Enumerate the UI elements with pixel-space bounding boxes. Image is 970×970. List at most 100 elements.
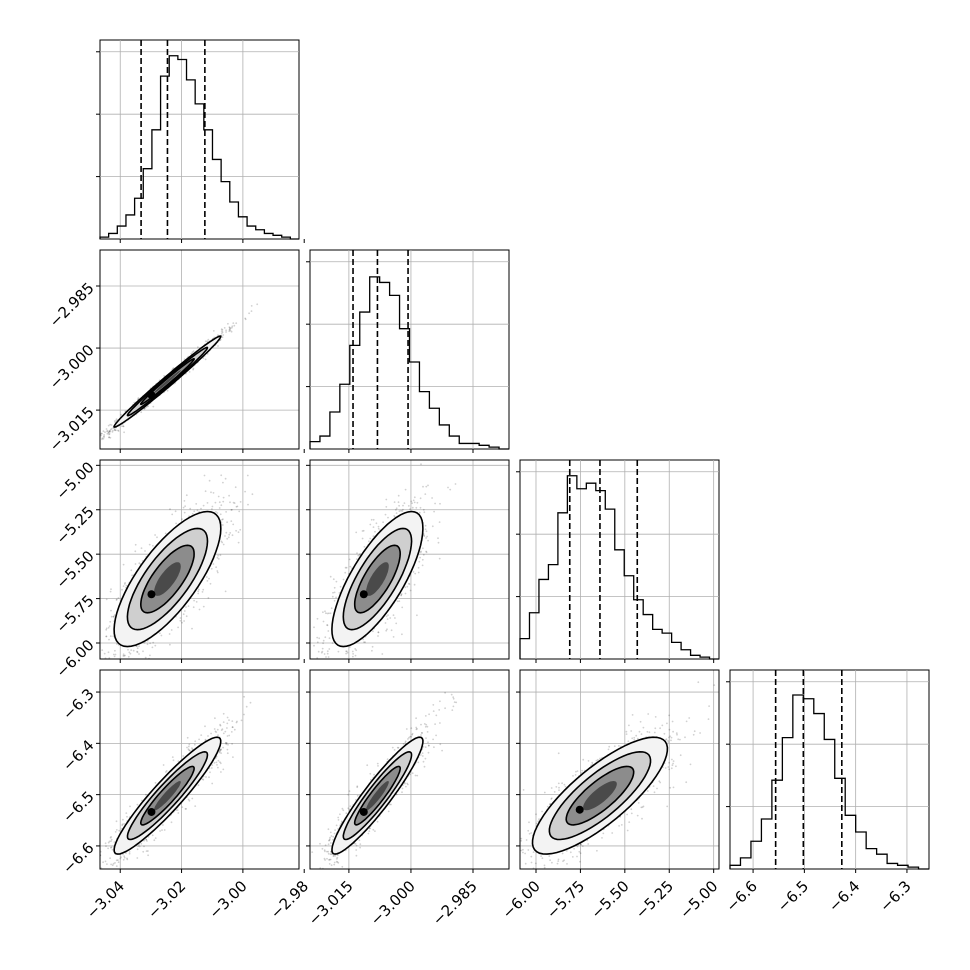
- scatter-point: [136, 651, 139, 654]
- scatter-point: [449, 488, 452, 491]
- histogram-panel-2: [306, 249, 510, 450]
- scatter-point: [402, 504, 404, 507]
- scatter-point: [387, 516, 389, 519]
- scatter-point: [225, 331, 228, 333]
- scatter-point: [102, 875, 104, 877]
- scatter-point: [161, 829, 163, 831]
- scatter-point: [138, 845, 141, 848]
- scatter-point: [111, 848, 114, 851]
- histogram-panel-4: [726, 669, 930, 870]
- scatter-point: [145, 838, 148, 841]
- scatter-point: [231, 534, 234, 537]
- scatter-point: [321, 650, 324, 653]
- scatter-point: [222, 712, 225, 715]
- scatter-point: [244, 317, 247, 320]
- scatter-point: [114, 649, 116, 652]
- scatter-point: [136, 848, 139, 851]
- scatter-point: [108, 625, 111, 627]
- scatter-point: [192, 350, 195, 353]
- scatter-point: [144, 550, 146, 552]
- scatter-point: [207, 338, 210, 341]
- scatter-point: [108, 433, 111, 435]
- scatter-point: [420, 463, 422, 466]
- scatter-point: [336, 668, 338, 670]
- scatter-point: [358, 554, 361, 556]
- scatter-point: [172, 367, 174, 370]
- scatter-point: [232, 322, 235, 324]
- scatter-point: [344, 571, 347, 574]
- scatter-point: [363, 545, 366, 548]
- scatter-point: [191, 747, 193, 749]
- scatter-point: [192, 606, 195, 609]
- scatter-point: [168, 633, 171, 635]
- scatter-point: [204, 358, 207, 361]
- scatter-point: [128, 651, 131, 654]
- scatter-point: [154, 644, 157, 647]
- histogram-panel-3: [516, 459, 720, 660]
- scatter-point: [239, 501, 242, 503]
- scatter-point: [115, 418, 118, 420]
- scatter-point: [220, 330, 223, 332]
- scatter-point: [229, 501, 231, 504]
- scatter-point: [111, 665, 113, 667]
- scatter-point: [102, 437, 105, 440]
- scatter-point: [110, 838, 113, 841]
- scatter-point: [152, 544, 154, 547]
- scatter-point: [220, 328, 223, 331]
- scatter-point: [313, 644, 315, 647]
- scatter-point: [377, 631, 380, 634]
- scatter-point: [79, 454, 81, 456]
- scatter-point: [136, 647, 139, 650]
- scatter-point: [134, 671, 136, 673]
- scatter-point: [333, 586, 336, 589]
- scatter-panel-r3-c0: [97, 669, 300, 877]
- scatter-point: [352, 653, 354, 655]
- scatter-point: [206, 502, 209, 504]
- scatter-point: [377, 525, 380, 528]
- scatter-point: [207, 597, 210, 599]
- scatter-point: [121, 823, 124, 826]
- scatter-point: [214, 501, 217, 504]
- scatter-point: [439, 502, 441, 505]
- scatter-point: [228, 326, 231, 329]
- scatter-point: [350, 662, 352, 664]
- scatter-point: [371, 649, 373, 652]
- panel-frame: [99, 249, 300, 450]
- scatter-point: [312, 676, 314, 678]
- scatter-point: [217, 495, 220, 498]
- scatter-point: [400, 593, 403, 595]
- scatter-point: [420, 550, 422, 553]
- scatter-point: [171, 513, 174, 516]
- scatter-point: [110, 427, 113, 430]
- scatter-point: [100, 434, 102, 437]
- scatter-point: [224, 535, 226, 537]
- scatter-point: [156, 536, 158, 539]
- scatter-point: [233, 502, 236, 504]
- scatter-point: [103, 434, 105, 436]
- scatter-point: [423, 511, 426, 514]
- scatter-point: [425, 537, 427, 539]
- scatter-point: [218, 507, 221, 509]
- scatter-point: [363, 641, 365, 643]
- scatter-point: [97, 843, 99, 845]
- scatter-point: [326, 624, 328, 626]
- scatter-point: [98, 436, 100, 438]
- scatter-point: [220, 752, 223, 754]
- scatter-point: [235, 529, 238, 532]
- scatter-point: [137, 845, 140, 847]
- scatter-point: [222, 543, 225, 546]
- histogram-steps: [729, 694, 929, 870]
- scatter-point: [108, 638, 110, 641]
- scatter-point: [115, 419, 118, 422]
- scatter-point: [222, 496, 225, 499]
- scatter-point: [188, 749, 191, 752]
- scatter-point: [250, 305, 253, 307]
- scatter-point: [134, 550, 137, 553]
- histogram-steps: [99, 55, 299, 240]
- scatter-point: [374, 530, 376, 533]
- scatter-point: [222, 732, 225, 735]
- scatter-point: [225, 743, 228, 746]
- scatter-point: [174, 510, 177, 513]
- scatter-point: [222, 481, 224, 484]
- scatter-point: [219, 554, 222, 557]
